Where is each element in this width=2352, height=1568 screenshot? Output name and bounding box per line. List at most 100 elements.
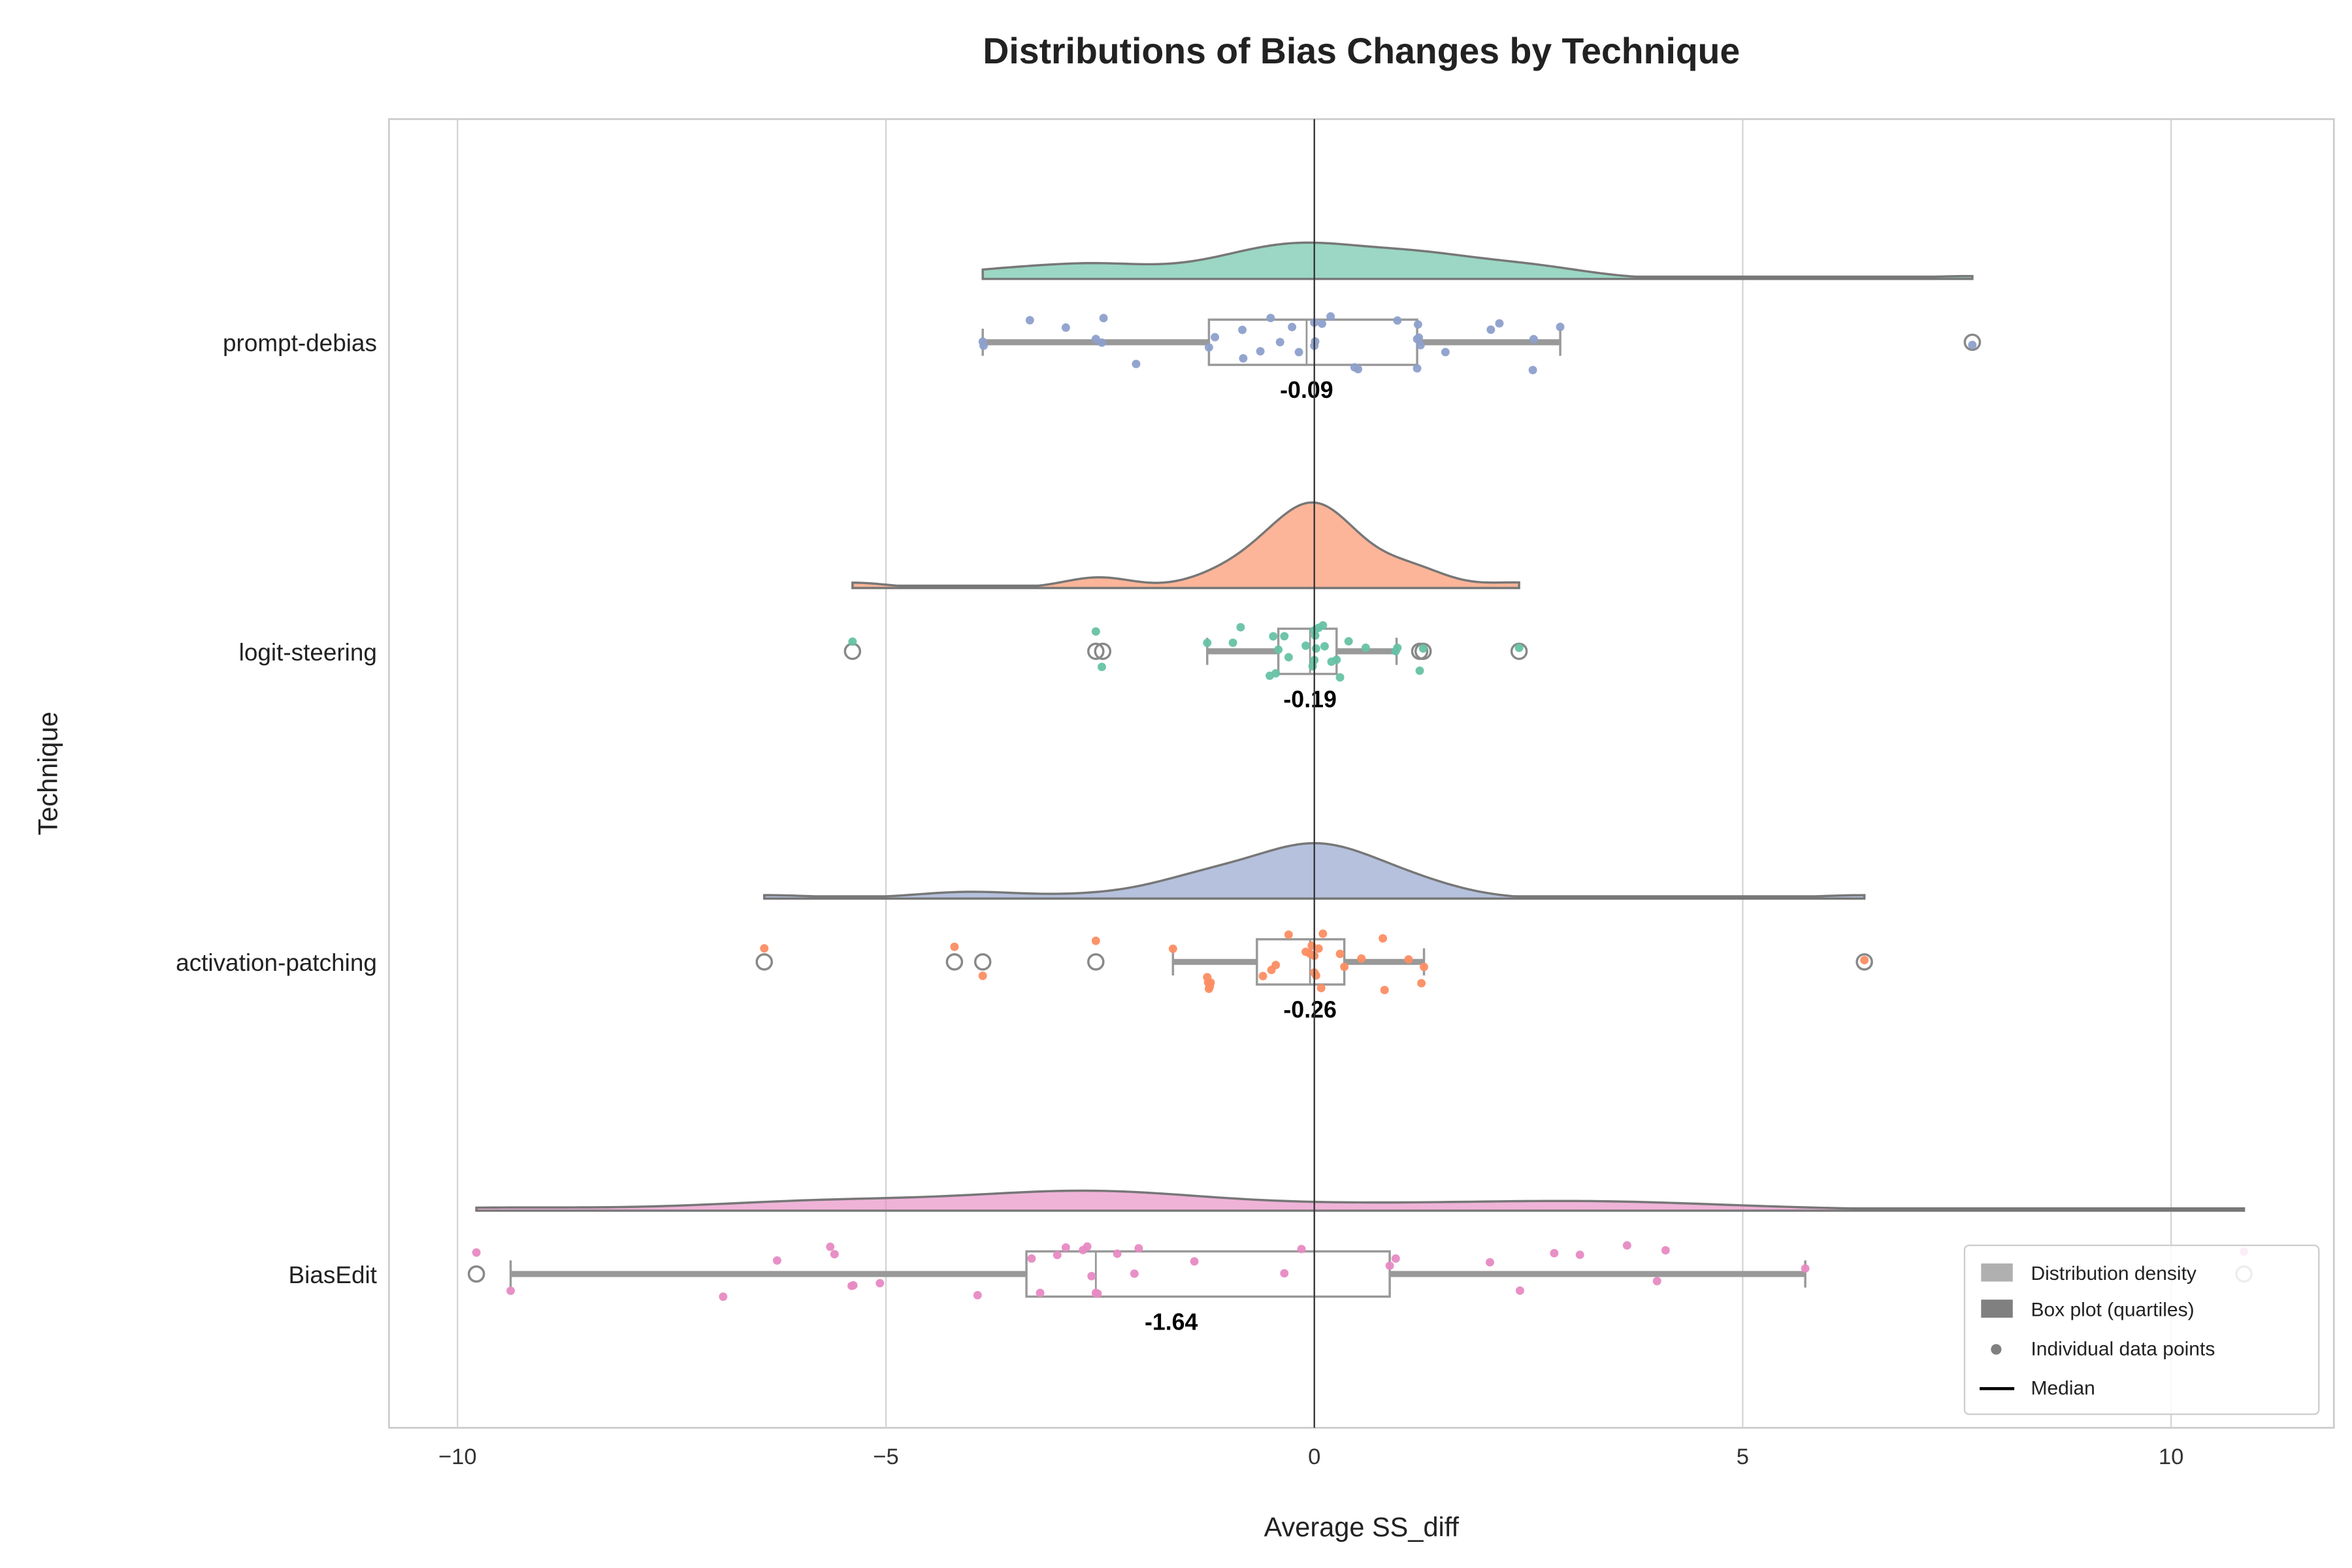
data-point	[1550, 1249, 1559, 1258]
data-point	[1053, 1250, 1062, 1260]
data-point	[973, 1290, 982, 1299]
density-violin	[981, 241, 1974, 280]
data-point	[1528, 365, 1537, 374]
data-point	[1326, 312, 1335, 321]
data-point	[1801, 1264, 1810, 1273]
data-point	[1211, 333, 1220, 342]
data-point	[1091, 936, 1100, 945]
data-point	[1314, 944, 1323, 953]
legend-label-box: Box plot (quartiles)	[2031, 1299, 2194, 1321]
data-point	[1968, 340, 1977, 350]
data-point	[1318, 621, 1328, 630]
data-point	[848, 637, 857, 646]
x-tick-label: −10	[438, 1445, 477, 1469]
x-axis-ticks: −10 −5 0 5 10	[438, 1445, 2183, 1469]
data-point	[1228, 638, 1237, 647]
data-point	[1404, 955, 1413, 964]
series-BiasEdit: -1.64	[467, 1189, 2253, 1335]
data-point	[1413, 320, 1422, 329]
data-point	[506, 1286, 515, 1296]
data-point	[1288, 323, 1297, 332]
data-point	[1269, 632, 1278, 641]
data-point	[1025, 316, 1034, 325]
data-point	[1206, 978, 1215, 987]
data-point	[1271, 960, 1281, 970]
data-point	[1280, 632, 1289, 641]
data-point	[1379, 934, 1388, 943]
data-point	[1391, 1254, 1400, 1263]
data-point	[760, 944, 769, 953]
data-point	[1318, 929, 1328, 938]
data-point	[1190, 1257, 1199, 1266]
iqr-box	[1256, 938, 1346, 986]
y-axis-label: Technique	[33, 711, 63, 835]
data-point	[1311, 971, 1320, 980]
data-point	[1311, 631, 1320, 640]
data-point	[1661, 1246, 1670, 1255]
median-value-label: -1.64	[1145, 1309, 1198, 1335]
data-point	[1420, 962, 1429, 972]
data-point	[1027, 1254, 1036, 1263]
data-point	[1418, 644, 1428, 653]
data-point	[1204, 343, 1213, 352]
median-value-label: -0.19	[1283, 686, 1336, 712]
legend-marker-points	[1991, 1344, 2002, 1355]
density-violin	[475, 1189, 2246, 1212]
outlier-marker	[1094, 642, 1112, 661]
data-point	[1380, 985, 1389, 994]
data-point	[1652, 1277, 1661, 1286]
legend-label-median: Median	[2031, 1378, 2095, 1399]
data-point	[1385, 1261, 1394, 1270]
data-point	[1061, 323, 1070, 332]
data-point	[1284, 930, 1293, 939]
x-tick-label: 5	[1737, 1445, 1749, 1469]
data-point	[1091, 627, 1100, 636]
data-point	[950, 942, 959, 951]
outlier-marker	[1087, 642, 1105, 661]
data-point	[1393, 644, 1402, 653]
outlier-marker	[973, 953, 992, 971]
data-point	[1099, 314, 1108, 323]
data-point	[1297, 1245, 1306, 1254]
data-point	[1495, 319, 1504, 328]
y-tick-label: prompt-debias	[223, 330, 377, 357]
data-point	[1087, 1271, 1096, 1281]
data-point	[1113, 1249, 1122, 1258]
data-point	[1311, 644, 1320, 653]
outlier-marker	[1855, 953, 1873, 971]
data-point	[1236, 623, 1245, 632]
data-point	[1357, 954, 1366, 963]
legend-label-density: Distribution density	[2031, 1263, 2196, 1284]
data-point	[1556, 322, 1565, 331]
data-point	[1036, 1288, 1045, 1298]
legend-label-points: Individual data points	[2031, 1339, 2215, 1360]
data-point	[1514, 644, 1524, 653]
data-point	[1361, 644, 1370, 652]
x-tick-label: 0	[1308, 1445, 1320, 1469]
data-point	[1239, 354, 1248, 363]
data-point	[1168, 944, 1177, 953]
data-point	[1266, 314, 1275, 323]
data-point	[1294, 348, 1303, 357]
plot-area	[388, 118, 2335, 1429]
y-tick-label: activation-patching	[176, 949, 377, 976]
data-point	[1575, 1250, 1584, 1260]
data-point	[1061, 1243, 1070, 1252]
legend-swatch-box	[1981, 1299, 2013, 1318]
data-point	[826, 1242, 835, 1251]
series-logit-steering: -0.19	[843, 501, 1528, 712]
data-point	[1340, 962, 1349, 972]
data-point	[1344, 637, 1353, 646]
y-tick-label: BiasEdit	[289, 1262, 377, 1288]
data-point	[1486, 325, 1495, 335]
data-point	[1134, 1244, 1143, 1253]
legend: Distribution density Box plot (quartiles…	[1963, 1244, 2320, 1415]
series-prompt-debias: -0.09	[978, 241, 1982, 403]
x-tick-label: −5	[873, 1445, 898, 1469]
y-axis-ticks: prompt-debias logit-steering activation-pa…	[176, 330, 377, 1288]
data-point	[1529, 335, 1538, 344]
chart-title: Distributions of Bias Changes by Techniq…	[983, 31, 1740, 71]
data-point	[830, 1250, 839, 1259]
data-point	[1335, 673, 1345, 682]
data-point	[772, 1256, 781, 1265]
